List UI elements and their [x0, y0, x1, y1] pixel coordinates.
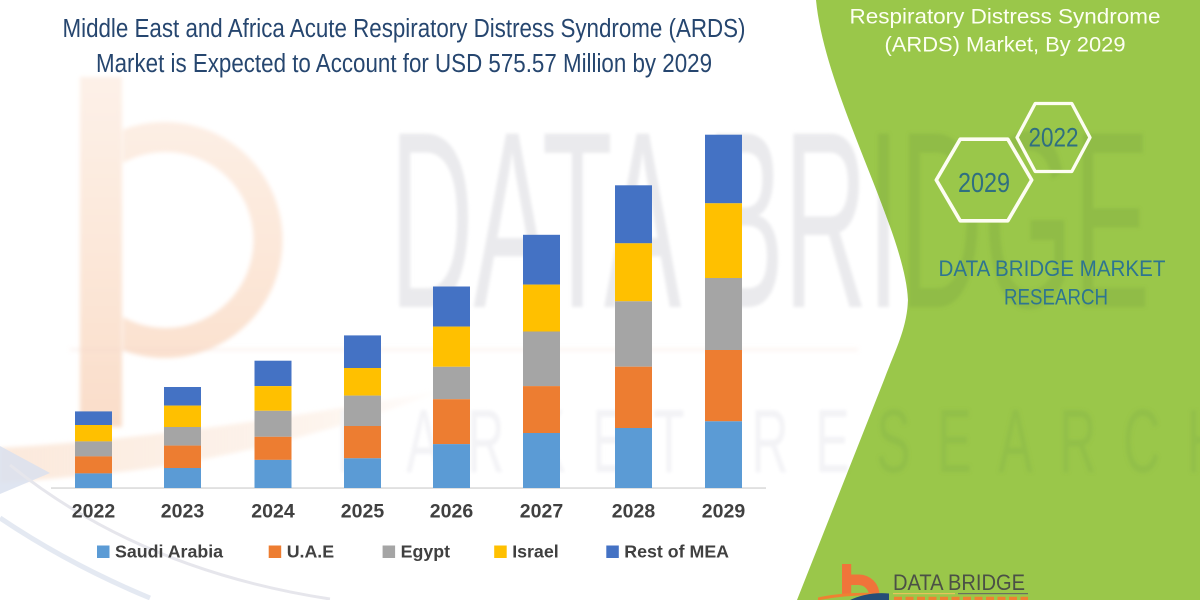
svg-text:2029: 2029 [702, 501, 746, 523]
svg-text:Israel: Israel [512, 542, 558, 562]
svg-text:Egypt: Egypt [401, 542, 450, 562]
svg-text:2023: 2023 [161, 501, 205, 523]
svg-text:2025: 2025 [341, 501, 385, 523]
svg-text:DATA BRIDGE MARKET: DATA BRIDGE MARKET [939, 256, 1166, 281]
svg-text:Middle East and Africa Acute R: Middle East and Africa Acute Respiratory… [63, 15, 746, 43]
svg-text:2026: 2026 [430, 501, 474, 523]
svg-text:Market is Expected to Account: Market is Expected to Account for USD 57… [96, 50, 712, 78]
svg-text:2024: 2024 [251, 501, 295, 523]
svg-text:2027: 2027 [520, 501, 563, 523]
svg-text:2022: 2022 [72, 501, 116, 523]
svg-text:Respiratory Distress Syndrome: Respiratory Distress Syndrome [850, 5, 1161, 29]
svg-text:DATA BRIDGE: DATA BRIDGE [893, 570, 1025, 595]
svg-text:2022: 2022 [1029, 123, 1079, 153]
svg-text:U.A.E: U.A.E [287, 542, 335, 562]
svg-text:2028: 2028 [612, 501, 656, 523]
svg-text:2029: 2029 [958, 167, 1010, 198]
svg-text:(ARDS) Market, By 2029: (ARDS) Market, By 2029 [885, 33, 1126, 57]
svg-text:RESEARCH: RESEARCH [1004, 285, 1108, 310]
svg-text:Rest of MEA: Rest of MEA [624, 542, 729, 562]
svg-text:Saudi Arabia: Saudi Arabia [115, 542, 223, 562]
